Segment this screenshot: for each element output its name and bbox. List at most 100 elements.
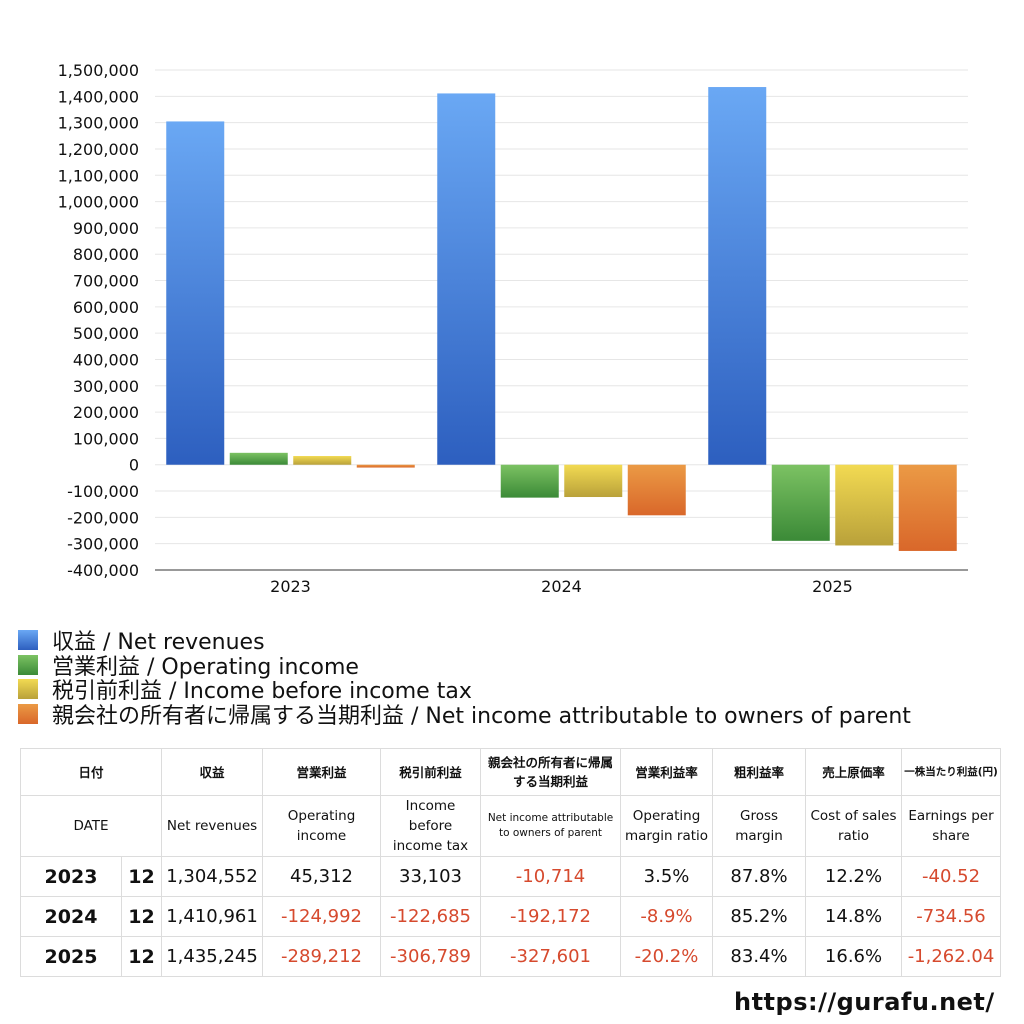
y-tick-label: 100,000 bbox=[73, 429, 139, 448]
header-revenues-en: Net revenues bbox=[161, 795, 264, 857]
bar-2024-series-2 bbox=[564, 464, 623, 498]
cell: 1,435,245 bbox=[161, 936, 264, 977]
cell: -289,212 bbox=[262, 936, 382, 977]
header-net-income-jp: 親会社の所有者に帰属する当期利益 bbox=[480, 748, 622, 796]
header-eps-jp: 一株当たり利益(円) bbox=[901, 748, 1002, 796]
y-tick-label: 800,000 bbox=[73, 245, 139, 264]
y-axis-ticks: 1,500,000 1,400,000 1,300,000 1,200,000 1,10… bbox=[58, 61, 139, 580]
row-year: 2023 bbox=[20, 856, 122, 897]
legend-item-operating-income: 営業利益 / Operating income bbox=[18, 653, 911, 680]
bar-2023-series-2 bbox=[293, 456, 352, 465]
x-tick-label: 2024 bbox=[541, 577, 582, 596]
header-cost-ratio-en: Cost of sales ratio bbox=[805, 795, 903, 857]
header-gross-margin-jp: 粗利益率 bbox=[712, 748, 807, 796]
cell: 1,410,961 bbox=[161, 896, 264, 937]
bars bbox=[166, 87, 957, 551]
cell: -1,262.04 bbox=[901, 936, 1002, 977]
y-tick-label: 400,000 bbox=[73, 350, 139, 369]
x-axis: 2023 2024 2025 bbox=[155, 569, 968, 596]
cell: -124,992 bbox=[262, 896, 382, 937]
row-year: 2025 bbox=[20, 936, 122, 977]
y-tick-label: 1,200,000 bbox=[58, 140, 139, 159]
row-month: 12 bbox=[120, 896, 163, 937]
table-header-jp: 日付 収益 営業利益 税引前利益 親会社の所有者に帰属する当期利益 営業利益率 … bbox=[19, 748, 1002, 796]
table-row: 2023 12 1,304,552 45,312 33,103 -10,714 … bbox=[20, 856, 1002, 897]
table-row: 2024 12 1,410,961 -124,992 -122,685 -192… bbox=[20, 896, 1002, 937]
y-tick-label: 1,500,000 bbox=[58, 61, 139, 80]
header-cost-ratio-jp: 売上原価率 bbox=[805, 748, 903, 796]
table-header-en: DATE Net revenues Operating income Incom… bbox=[19, 795, 1002, 857]
cell: 87.8% bbox=[712, 856, 807, 897]
bar-chart: 1,500,000 1,400,000 1,300,000 1,200,000 1,10… bbox=[58, 61, 968, 596]
table-row: 2025 12 1,435,245 -289,212 -306,789 -327… bbox=[20, 936, 1002, 977]
row-year: 2024 bbox=[20, 896, 122, 937]
cell: 85.2% bbox=[712, 896, 807, 937]
bar-2025-series-3 bbox=[898, 464, 957, 551]
y-tick-label: 300,000 bbox=[73, 377, 139, 396]
cell: 33,103 bbox=[380, 856, 482, 897]
header-operating-margin-en: Operating margin ratio bbox=[620, 795, 714, 857]
legend-item-net-income: 親会社の所有者に帰属する当期利益 / Net income attributab… bbox=[18, 702, 911, 729]
header-revenues-jp: 収益 bbox=[161, 748, 264, 796]
row-month: 12 bbox=[120, 936, 163, 977]
bar-2024-series-1 bbox=[500, 464, 559, 498]
header-eps-en: Earnings per share bbox=[901, 795, 1002, 857]
cell: 12.2% bbox=[805, 856, 903, 897]
legend-label: 収益 / Net revenues bbox=[52, 630, 265, 656]
y-tick-label: -400,000 bbox=[67, 561, 139, 580]
bar-2024-series-0 bbox=[437, 93, 496, 465]
legend: 収益 / Net revenues 営業利益 / Operating incom… bbox=[18, 628, 911, 729]
header-gross-margin-en: Gross margin bbox=[712, 795, 807, 857]
row-month: 12 bbox=[120, 856, 163, 897]
legend-item-income-before-tax: 税引前利益 / Income before income tax bbox=[18, 677, 911, 704]
x-tick-label: 2025 bbox=[812, 577, 853, 596]
y-tick-label: 600,000 bbox=[73, 298, 139, 317]
legend-label: 営業利益 / Operating income bbox=[52, 654, 359, 680]
cell: 83.4% bbox=[712, 936, 807, 977]
y-tick-label: -200,000 bbox=[67, 508, 139, 527]
site-url: https://gurafu.net/ bbox=[734, 988, 995, 1016]
cell: -327,601 bbox=[480, 936, 622, 977]
cell: 14.8% bbox=[805, 896, 903, 937]
cell: -734.56 bbox=[901, 896, 1002, 937]
x-tick-label: 2023 bbox=[270, 577, 311, 596]
header-operating-income-jp: 営業利益 bbox=[262, 748, 382, 796]
bar-2025-series-0 bbox=[708, 87, 767, 465]
y-tick-label: -100,000 bbox=[67, 482, 139, 501]
cell: -20.2% bbox=[620, 936, 714, 977]
cell: -122,685 bbox=[380, 896, 482, 937]
cell: 3.5% bbox=[620, 856, 714, 897]
y-tick-label: 700,000 bbox=[73, 272, 139, 291]
financial-table: 日付 収益 営業利益 税引前利益 親会社の所有者に帰属する当期利益 営業利益率 … bbox=[19, 748, 1002, 977]
legend-label: 親会社の所有者に帰属する当期利益 / Net income attributab… bbox=[52, 703, 911, 729]
header-date-en: DATE bbox=[19, 795, 163, 857]
y-tick-label: 1,100,000 bbox=[58, 166, 139, 185]
legend-swatch-net-revenues bbox=[18, 630, 38, 651]
y-tick-label: 1,400,000 bbox=[58, 87, 139, 106]
header-income-before-tax-jp: 税引前利益 bbox=[380, 748, 482, 796]
y-tick-label: 200,000 bbox=[73, 403, 139, 422]
cell: -8.9% bbox=[620, 896, 714, 937]
bar-2024-series-3 bbox=[627, 464, 686, 516]
y-tick-label: 900,000 bbox=[73, 219, 139, 238]
header-operating-margin-jp: 営業利益率 bbox=[620, 748, 714, 796]
legend-label: 税引前利益 / Income before income tax bbox=[52, 679, 472, 705]
bar-2023-series-1 bbox=[229, 452, 288, 465]
cell: -306,789 bbox=[380, 936, 482, 977]
legend-swatch-operating-income bbox=[18, 654, 38, 675]
legend-swatch-income-before-tax bbox=[18, 679, 38, 700]
cell: -40.52 bbox=[901, 856, 1002, 897]
bar-2023-series-3 bbox=[356, 464, 415, 468]
bar-2025-series-1 bbox=[771, 464, 830, 541]
header-operating-income-en: Operating income bbox=[262, 795, 382, 857]
legend-swatch-net-income bbox=[18, 703, 38, 724]
cell: 16.6% bbox=[805, 936, 903, 977]
cell: 45,312 bbox=[262, 856, 382, 897]
header-income-before-tax-en: Income before income tax bbox=[380, 795, 482, 857]
legend-item-net-revenues: 収益 / Net revenues bbox=[18, 628, 911, 655]
y-tick-label: 1,000,000 bbox=[58, 193, 139, 212]
cell: -192,172 bbox=[480, 896, 622, 937]
bar-2025-series-2 bbox=[835, 464, 894, 546]
bar-2023-series-0 bbox=[166, 121, 225, 465]
y-tick-label: 0 bbox=[129, 456, 139, 475]
